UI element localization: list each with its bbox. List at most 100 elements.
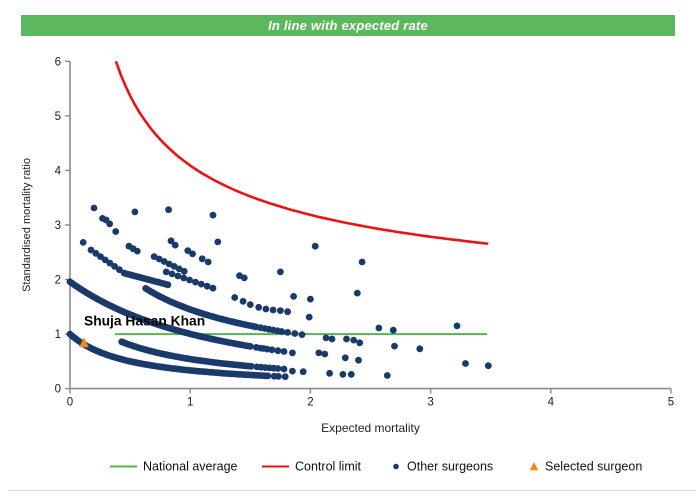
- x-tick-label: 1: [187, 397, 193, 409]
- surgeon-dot[interactable]: [180, 274, 188, 282]
- surgeon-dot[interactable]: [278, 328, 285, 335]
- surgeon-dot[interactable]: [231, 294, 239, 301]
- surgeon-dot[interactable]: [203, 282, 211, 290]
- surgeon-dot[interactable]: [186, 276, 194, 284]
- surgeon-dot[interactable]: [111, 263, 118, 270]
- surgeon-dot[interactable]: [343, 335, 350, 343]
- surgeon-dot[interactable]: [355, 356, 362, 364]
- surgeon-dot[interactable]: [79, 239, 87, 246]
- surgeon-dot[interactable]: [247, 343, 254, 350]
- surgeon-dot[interactable]: [280, 348, 288, 355]
- surgeon-dot[interactable]: [322, 334, 330, 342]
- surgeon-dot[interactable]: [326, 369, 333, 377]
- y-tick-label: 1: [55, 329, 61, 341]
- surgeon-dot[interactable]: [416, 345, 424, 353]
- selected-surgeon-marker[interactable]: [79, 337, 89, 348]
- y-tick-label: 6: [55, 56, 61, 68]
- surgeon-dot[interactable]: [106, 220, 114, 228]
- surgeon-dot[interactable]: [87, 246, 95, 254]
- surgeon-dot[interactable]: [150, 253, 158, 260]
- surgeon-dot[interactable]: [274, 365, 282, 372]
- legend-item-selected-surgeon[interactable]: Selected surgeon: [529, 460, 643, 474]
- surgeon-dot[interactable]: [328, 335, 336, 343]
- surgeon-dot[interactable]: [167, 237, 175, 245]
- surgeon-dot[interactable]: [484, 362, 492, 370]
- surgeon-dot[interactable]: [90, 204, 98, 212]
- surgeon-dot[interactable]: [277, 307, 284, 314]
- status-banner-text: In line with expected rate: [268, 18, 428, 33]
- legend-item-national-average[interactable]: National average: [110, 460, 238, 474]
- surgeon-dot[interactable]: [209, 284, 217, 292]
- surgeon-dot[interactable]: [383, 372, 391, 379]
- surgeon-dot[interactable]: [171, 241, 179, 249]
- surgeon-dot[interactable]: [198, 255, 206, 263]
- surgeon-dot[interactable]: [274, 347, 282, 355]
- x-tick-label: 2: [307, 397, 313, 409]
- y-tick-label: 2: [55, 275, 61, 287]
- surgeon-dot[interactable]: [389, 326, 397, 334]
- surgeon-dot[interactable]: [192, 278, 199, 286]
- surgeon-dot[interactable]: [246, 301, 254, 308]
- surgeon-dot[interactable]: [262, 305, 270, 313]
- legend-swatch-dot: [393, 463, 399, 470]
- surgeon-dot[interactable]: [168, 270, 176, 278]
- surgeon-dot[interactable]: [307, 295, 314, 303]
- surgeon-dot[interactable]: [214, 238, 222, 246]
- surgeon-dot[interactable]: [298, 331, 306, 338]
- surgeon-dot[interactable]: [280, 365, 288, 373]
- axes: [69, 61, 671, 390]
- surgeon-dot[interactable]: [120, 269, 128, 277]
- surgeon-dot[interactable]: [462, 360, 469, 367]
- surgeon-dot[interactable]: [204, 258, 212, 266]
- surgeon-dot[interactable]: [305, 313, 313, 321]
- surgeon-dot[interactable]: [165, 206, 173, 214]
- surgeon-dot[interactable]: [277, 268, 284, 276]
- surgeon-dot[interactable]: [189, 250, 197, 258]
- surgeon-dot[interactable]: [315, 349, 323, 357]
- surgeon-dot[interactable]: [239, 297, 247, 305]
- surgeon-dot[interactable]: [289, 349, 296, 357]
- surgeon-dot[interactable]: [291, 330, 299, 337]
- surgeon-dot[interactable]: [341, 354, 349, 362]
- surgeon-dot[interactable]: [247, 362, 255, 370]
- surgeon-dot[interactable]: [289, 367, 296, 375]
- surgeon-dot[interactable]: [184, 247, 192, 255]
- surgeon-dot[interactable]: [131, 208, 139, 216]
- surgeon-dot[interactable]: [391, 342, 398, 350]
- surgeon-dot[interactable]: [339, 371, 347, 378]
- surgeon-dot[interactable]: [97, 253, 104, 260]
- surgeon-dot[interactable]: [347, 371, 355, 378]
- legend-item-control-limit[interactable]: Control limit: [262, 460, 362, 474]
- surgeon-dot[interactable]: [299, 368, 307, 376]
- surgeon-dot[interactable]: [264, 372, 272, 380]
- surgeon-dot[interactable]: [162, 268, 170, 276]
- surgeon-dot[interactable]: [180, 267, 188, 275]
- surgeon-dot[interactable]: [284, 329, 291, 336]
- surgeon-dot[interactable]: [453, 322, 461, 330]
- surgeon-dot[interactable]: [358, 258, 366, 266]
- surgeon-dot[interactable]: [209, 211, 217, 219]
- surgeon-dot[interactable]: [174, 272, 182, 280]
- surgeon-dot[interactable]: [197, 280, 205, 288]
- x-tick-label: 5: [668, 397, 674, 409]
- surgeon-dot[interactable]: [350, 336, 358, 344]
- legend-item-other-surgeons[interactable]: Other surgeons: [393, 460, 493, 474]
- y-axis-title: Standardised mortality ratio: [21, 158, 33, 292]
- surgeon-dot[interactable]: [240, 274, 248, 282]
- surgeon-dot[interactable]: [268, 346, 276, 354]
- surgeon-dot[interactable]: [284, 308, 291, 316]
- surgeon-dot[interactable]: [255, 303, 263, 311]
- surgeon-dot[interactable]: [133, 247, 141, 255]
- surgeon-dot[interactable]: [281, 373, 289, 381]
- surgeon-dot[interactable]: [112, 228, 120, 235]
- surgeon-dot[interactable]: [311, 242, 319, 250]
- surgeon-dot[interactable]: [275, 373, 282, 380]
- surgeon-dot[interactable]: [269, 306, 277, 314]
- surgeon-dot[interactable]: [356, 339, 364, 347]
- surgeon-dot[interactable]: [353, 289, 361, 297]
- surgeon-dot[interactable]: [290, 293, 297, 300]
- surgeon-dot[interactable]: [321, 350, 329, 358]
- surgeon-dot[interactable]: [375, 324, 383, 332]
- surgeon-dot[interactable]: [164, 281, 172, 289]
- legend-swatch-triangle: [529, 462, 539, 471]
